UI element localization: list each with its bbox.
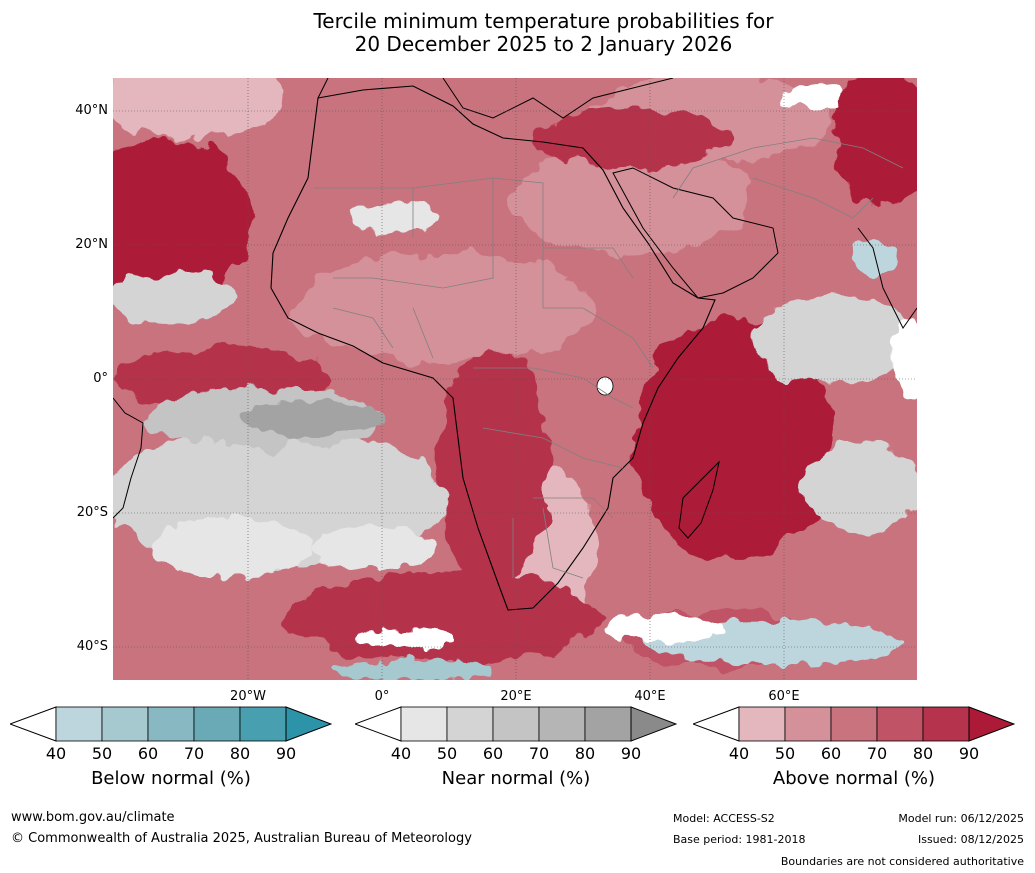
colorbar-below-segment — [239, 706, 287, 742]
madagascar-coastline — [678, 460, 720, 539]
colorbar-near-svg — [355, 706, 677, 742]
colorbar-tick: 70 — [183, 744, 205, 763]
colorbar-below-segment — [193, 706, 241, 742]
grey-region-canary — [113, 273, 233, 323]
red-region-congo — [438, 348, 548, 588]
title-line-2: 20 December 2025 to 2 January 2026 — [354, 32, 733, 56]
colorbar-below-low-arrow — [10, 706, 57, 742]
footer-model: Model: ACCESS-S2 — [673, 812, 775, 825]
colorbar-below-label: Below normal (%) — [91, 768, 251, 789]
colorbar-above-low-arrow — [693, 706, 740, 742]
lat-label-20n: 20°N — [75, 237, 108, 252]
colorbar-above-segment — [876, 706, 924, 742]
footer-url: www.bom.gov.au/climate — [11, 810, 175, 825]
footer-disclaimer: Boundaries are not considered authoritat… — [780, 855, 1024, 868]
graticule — [113, 78, 917, 680]
map-title: Tercile minimum temperature probabilitie… — [0, 10, 1035, 56]
lon-label-60e: 60°E — [768, 689, 800, 704]
colorbar-above-segment — [830, 706, 878, 742]
colorbar-below-segment — [147, 706, 195, 742]
colorbar-near-segment — [400, 706, 448, 742]
red-region-atlantic-north — [113, 138, 253, 298]
footer-model-run: Model run: 06/12/2025 — [898, 812, 1024, 825]
white-patch-east — [893, 318, 917, 398]
pink-region-northwest — [113, 78, 283, 138]
red-region-northeast — [833, 78, 917, 208]
india-coastline — [857, 227, 917, 329]
lon-label-40e: 40°E — [634, 689, 666, 704]
colorbar-tick: 90 — [620, 744, 642, 763]
colorbar-tick: 60 — [820, 744, 842, 763]
red-region-mediterranean — [533, 108, 733, 168]
colorbar-tick: 50 — [774, 744, 796, 763]
footer-copyright: © Commonwealth of Australia 2025, Austra… — [11, 831, 472, 846]
pink-region-arabia — [513, 143, 753, 253]
colorbar-tick: 40 — [45, 744, 67, 763]
colorbar-near-segment — [584, 706, 632, 742]
white-patch-southwest — [353, 628, 453, 648]
grey-region-arabian-sea — [753, 293, 913, 383]
colorbar-tick: 60 — [482, 744, 504, 763]
colorbar-near-segment — [446, 706, 494, 742]
footer-base-period: Base period: 1981-2018 — [673, 833, 806, 846]
colorbar-near-low-arrow — [355, 706, 402, 742]
colorbar-above-segment — [784, 706, 832, 742]
south-america-coastline — [113, 397, 144, 519]
light-grey-patch — [153, 518, 313, 578]
colorbar-tick: 40 — [390, 744, 412, 763]
footer-issued: Issued: 08/12/2025 — [917, 833, 1024, 846]
colorbar-near-label: Near normal (%) — [441, 768, 591, 789]
colorbar-above-label: Above normal (%) — [772, 768, 936, 789]
title-line-1: Tercile minimum temperature probabilitie… — [313, 9, 774, 33]
colorbar-above-segment — [922, 706, 970, 742]
lat-label-40s: 40°S — [76, 639, 108, 654]
map-svg — [113, 78, 917, 680]
colorbar-below-svg — [10, 706, 332, 742]
colorbar-tick: 80 — [229, 744, 251, 763]
colorbar-below-high-arrow — [285, 706, 332, 742]
lake-victoria — [596, 376, 614, 396]
colorbar-near-segment — [492, 706, 540, 742]
colorbar-tick: 70 — [528, 744, 550, 763]
europe-coastline — [317, 78, 674, 119]
colorbar-above-high-arrow — [968, 706, 1015, 742]
dark-grey-patch — [243, 400, 383, 436]
colorbar-near-segment — [538, 706, 586, 742]
colorbar-tick: 80 — [912, 744, 934, 763]
white-patch-south — [603, 614, 723, 642]
grey-region-east-indian — [803, 443, 917, 533]
africa-coastline — [270, 85, 716, 611]
country-borders — [313, 137, 904, 579]
white-patch-sahara — [348, 203, 438, 233]
lat-label-40n: 40°N — [75, 103, 108, 118]
probability-map — [113, 78, 917, 680]
blue-patch-india — [848, 240, 898, 276]
colorbar-below-segment — [101, 706, 149, 742]
white-patch-northeast — [783, 86, 843, 110]
colorbar-tick: 70 — [866, 744, 888, 763]
lat-label-0: 0° — [93, 371, 108, 386]
lon-label-0: 0° — [374, 689, 390, 704]
colorbar-tick: 90 — [958, 744, 980, 763]
blue-patch-southwest — [333, 660, 493, 680]
light-grey-patch-2 — [313, 526, 433, 570]
lat-label-20s: 20°S — [76, 505, 108, 520]
colorbar-tick: 80 — [574, 744, 596, 763]
arabia-coastline — [612, 167, 779, 299]
colorbar-tick: 60 — [137, 744, 159, 763]
colorbar-below-segment — [55, 706, 103, 742]
colorbar-above-segment — [738, 706, 786, 742]
colorbar-near-high-arrow — [630, 706, 677, 742]
colorbar-tick: 50 — [91, 744, 113, 763]
colorbar-above-svg — [693, 706, 1015, 742]
lon-label-20w: 20°W — [230, 689, 266, 704]
colorbar-tick: 50 — [436, 744, 458, 763]
colorbar-tick: 40 — [728, 744, 750, 763]
pink-region-sahel — [293, 253, 593, 363]
lon-label-20e: 20°E — [500, 689, 532, 704]
colorbar-tick: 90 — [275, 744, 297, 763]
